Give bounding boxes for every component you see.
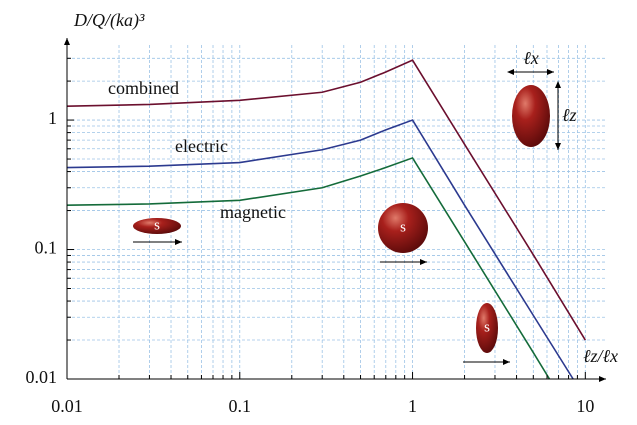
sphere-scatterer <box>378 203 428 253</box>
y-axis-label: D/Q/(ka)³ <box>73 10 145 31</box>
x-tick-label: 0.01 <box>51 396 83 416</box>
ticks: 0.01 0.1 1 10 0.01 0.1 1 <box>26 57 594 416</box>
width-label: ℓx <box>523 48 539 68</box>
scatterer-label: s <box>154 217 160 233</box>
x-tick-label: 10 <box>576 396 594 416</box>
legend-scatterer <box>512 85 550 147</box>
x-axis-label: ℓz/ℓx <box>583 346 618 366</box>
x-tick-label: 1 <box>408 396 417 416</box>
prolate-scatterer <box>476 303 498 353</box>
series-line <box>66 59 586 341</box>
illustrations: s s s ℓx ℓz <box>133 48 577 365</box>
y-tick-label: 0.1 <box>35 238 58 258</box>
series-labels: combined electric magnetic <box>108 78 286 222</box>
oblate-scatterer <box>133 218 181 234</box>
scatterer-label: s <box>484 319 490 335</box>
series-label: combined <box>108 78 179 98</box>
y-tick-label: 1 <box>48 108 57 128</box>
series-label: magnetic <box>220 202 286 222</box>
x-tick-label: 0.1 <box>229 396 252 416</box>
series-label: electric <box>175 136 228 156</box>
height-label: ℓz <box>562 105 577 125</box>
lines <box>66 59 586 380</box>
series-line <box>66 119 574 380</box>
y-tick-label: 0.01 <box>26 367 58 387</box>
series-line <box>66 156 551 380</box>
scatterer-label: s <box>400 219 406 235</box>
